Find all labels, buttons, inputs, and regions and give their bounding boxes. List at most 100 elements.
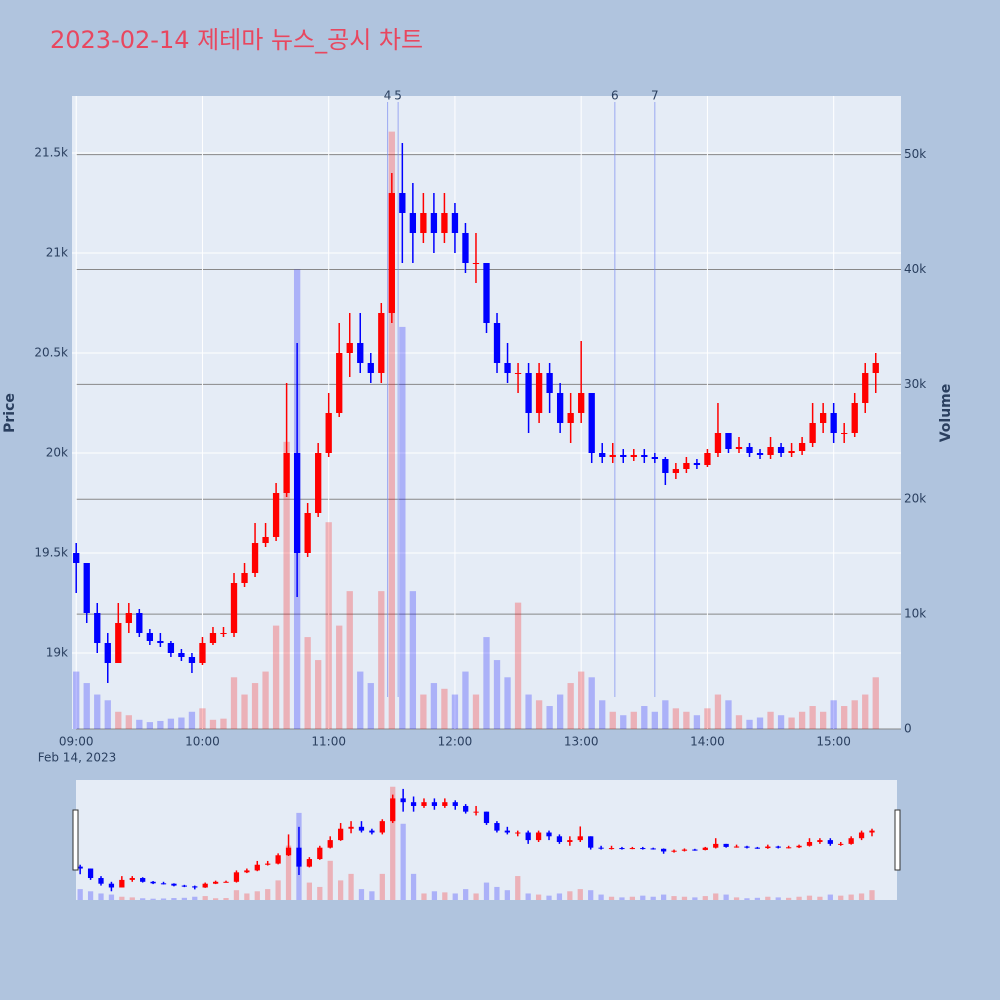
volume-bar (167, 718, 175, 729)
mini-volume-bar (692, 897, 698, 900)
volume-bar (620, 715, 627, 729)
candle-body (798, 443, 806, 451)
volume-bar (662, 700, 669, 729)
volume-bar (336, 625, 343, 729)
mini-candle-body (140, 878, 146, 882)
candle-body (514, 373, 522, 374)
candle-body (230, 583, 238, 633)
mini-volume-bar (827, 894, 833, 900)
candle-body (115, 623, 122, 663)
mini-candle-body (775, 846, 781, 848)
mini-volume-bar (400, 823, 406, 900)
candle-body (735, 447, 743, 449)
mini-candle-body (619, 848, 625, 850)
mini-volume-bar (483, 882, 490, 900)
volume-bar (756, 717, 764, 729)
mini-candle-body (244, 870, 250, 873)
mini-volume-bar (786, 897, 792, 900)
volume-bar (641, 706, 648, 729)
mini-volume-bar (858, 893, 865, 900)
y2-tick-label: 30k (904, 377, 926, 391)
candle-body (167, 643, 175, 653)
mini-candle-body (369, 830, 375, 833)
candle-body (504, 363, 511, 373)
mini-candle-body (733, 846, 740, 848)
volume-bar (578, 671, 585, 729)
candle-body (725, 433, 732, 449)
candle-body (777, 447, 785, 453)
y2-tick-label: 0 (904, 722, 912, 736)
candle-body (662, 459, 669, 473)
volume-bar (272, 625, 280, 729)
volume-bar (746, 719, 753, 729)
volume-bar (514, 602, 522, 729)
candle-body (315, 453, 322, 513)
candle-body (304, 513, 311, 553)
candle-body (157, 641, 164, 643)
mini-candle-body (796, 845, 802, 848)
candle-body (136, 613, 143, 633)
mini-volume-bar (567, 891, 573, 900)
mini-volume-bar (77, 889, 83, 900)
candle-body (641, 455, 648, 457)
mini-candle-body (723, 843, 729, 847)
x-tick-label: 14:00 (690, 735, 725, 749)
mini-candle-body (275, 855, 281, 864)
mini-volume-bar (723, 894, 729, 900)
slider-handle-left[interactable] (72, 809, 79, 871)
mini-volume-bar (744, 898, 750, 900)
x-tick-label: 09:00 (59, 735, 94, 749)
mini-volume-bar (431, 891, 438, 900)
mini-volume-bar (463, 889, 469, 900)
candle-body (851, 403, 858, 433)
mini-candle-body (869, 830, 875, 833)
mini-candle-body (848, 838, 854, 844)
mini-volume-bar (358, 889, 365, 900)
mini-volume-bar (629, 896, 635, 900)
mini-candle-body (431, 802, 438, 806)
volume-bar (83, 683, 90, 729)
chart-title: 2023-02-14 제테마 뉴스_공시 차트 (50, 26, 423, 54)
mini-volume-bar (212, 898, 219, 900)
volume-bar (862, 694, 869, 729)
mini-candle-body (285, 847, 292, 856)
mini-candle-body (171, 883, 177, 886)
candle-body (862, 373, 869, 403)
volume-bar (525, 694, 532, 729)
mini-candle-body (233, 872, 240, 882)
mini-volume-bar (671, 896, 677, 900)
y-axis-title: Price (2, 393, 18, 433)
candle-body (83, 563, 90, 613)
range-slider[interactable] (76, 780, 897, 900)
volume-bar (178, 717, 185, 729)
mini-volume-bar (869, 890, 875, 900)
volume-bar (725, 700, 732, 729)
mini-candle-body (640, 848, 646, 850)
mini-candle-body (223, 881, 229, 883)
y2-tick-label: 40k (904, 262, 926, 276)
mini-candle-body (421, 802, 427, 806)
x-tick-label: 11:00 (311, 735, 346, 749)
slider-handle-right[interactable] (894, 809, 901, 871)
mini-candle-body (129, 878, 135, 880)
candle-body (272, 493, 280, 537)
volume-bar (777, 715, 785, 729)
news-label: 7 (651, 89, 659, 103)
y2-tick-label: 10k (904, 607, 926, 621)
mini-volume-bar (494, 886, 500, 900)
candle-body (209, 633, 217, 643)
mini-candle-body (765, 846, 771, 849)
candle-body (809, 423, 816, 443)
volume-bar (94, 694, 101, 729)
mini-volume-bar (442, 892, 448, 900)
x-tick-label: 10:00 (185, 735, 220, 749)
volume-bar (220, 718, 227, 729)
volume-bar (262, 671, 269, 729)
mini-volume-bar (348, 873, 354, 900)
candle-body (430, 213, 438, 233)
mini-volume-bar (379, 873, 385, 900)
volume-bar (651, 711, 658, 729)
y-tick-label: 20k (46, 446, 68, 460)
mini-volume-bar (233, 890, 240, 900)
